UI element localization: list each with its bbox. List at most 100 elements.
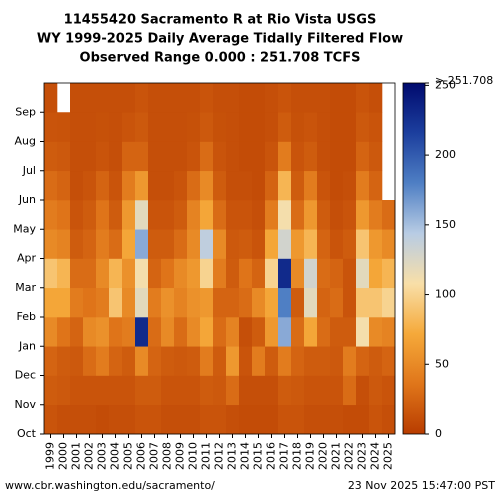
heat-cell [213,83,227,113]
heat-cell [382,258,396,289]
heat-cell [122,375,136,406]
heat-cell [291,141,305,172]
x-tick-label: 2013 [226,442,239,470]
heat-cell [343,229,357,259]
heat-cell [291,287,305,318]
y-tick-label: Jun [18,193,36,206]
heat-cell [70,112,84,142]
heat-cell [187,346,201,376]
heat-cell [213,112,227,142]
heat-cell [109,229,123,259]
heat-cell [291,258,305,289]
heat-cell [291,170,305,201]
x-tick-label: 2008 [161,442,174,470]
heat-cell [122,83,136,113]
heat-cell [44,170,58,201]
heat-cell [343,346,357,376]
heat-cell [369,200,383,230]
heat-cell [213,141,227,172]
heat-cell [109,112,123,142]
heat-cell [304,200,318,230]
heat-cell [265,375,279,406]
heat-cell [239,229,253,259]
heat-cell [96,258,110,289]
heat-cell [200,287,214,318]
heat-cell [200,258,214,289]
heat-cell [252,229,266,259]
timestamp: 23 Nov 2025 15:47:00 PST [348,479,495,492]
heat-cell [174,287,188,318]
x-tick-label: 2005 [122,442,135,470]
heat-cell [174,404,188,435]
heat-cell [200,404,214,435]
heat-cell [148,258,162,289]
heat-cell [135,317,149,347]
heat-cell [200,170,214,201]
heat-cell [70,200,84,230]
heat-cell [343,170,357,201]
x-tick-label: 2006 [135,442,148,470]
heat-cell [161,112,175,142]
heat-cell [70,170,84,201]
heat-cell [239,404,253,435]
heat-cell [174,229,188,259]
heat-cell [83,287,97,318]
x-tick-label: 2020 [317,442,330,470]
heat-cell [174,83,188,113]
heat-cell [252,404,266,435]
heat-cell [122,170,136,201]
heat-cell [57,404,71,435]
heat-cell [317,287,331,318]
heat-cell [226,317,240,347]
heat-cell [239,141,253,172]
heat-cell [200,200,214,230]
heat-cell [122,229,136,259]
heat-cell [187,83,201,113]
heat-cell [252,200,266,230]
heat-cell [148,375,162,406]
colorbar-max-label: > 251.708 [435,74,493,87]
heat-cell [44,229,58,259]
x-tick-label: 2002 [83,442,96,470]
heat-cell [57,170,71,201]
x-tick-label: 2012 [213,442,226,470]
heat-cell [343,375,357,406]
heat-cell [44,141,58,172]
colorbar-tick-label: 200 [435,148,456,161]
heat-cell [96,200,110,230]
heat-cell [382,200,396,230]
heat-cell [291,83,305,113]
heat-cell [239,258,253,289]
heat-cell [135,258,149,289]
heat-cell [161,229,175,259]
heat-cell [161,83,175,113]
heat-cell [200,229,214,259]
heat-cell [109,258,123,289]
heat-cell [174,170,188,201]
heat-cell [330,317,344,347]
heat-cell [369,229,383,259]
heat-cell [161,317,175,347]
x-tick-label: 2004 [109,442,122,470]
heat-cell [70,287,84,318]
heat-cell [278,375,292,406]
heat-cell [96,346,110,376]
heat-cell [291,346,305,376]
heat-cell [330,141,344,172]
heat-cell [226,229,240,259]
heat-cell [174,141,188,172]
heat-cell [174,258,188,289]
heat-cell [291,200,305,230]
heat-cell [252,112,266,142]
heat-cell [213,200,227,230]
heat-cell [187,317,201,347]
heat-cell [57,346,71,376]
x-tick-label: 2007 [148,442,161,470]
heat-cell [304,258,318,289]
heat-cell [122,287,136,318]
heat-cell [330,375,344,406]
heat-cell [356,404,370,435]
x-tick-label: 2000 [57,442,70,470]
heat-cell [304,83,318,113]
heat-cell [343,112,357,142]
